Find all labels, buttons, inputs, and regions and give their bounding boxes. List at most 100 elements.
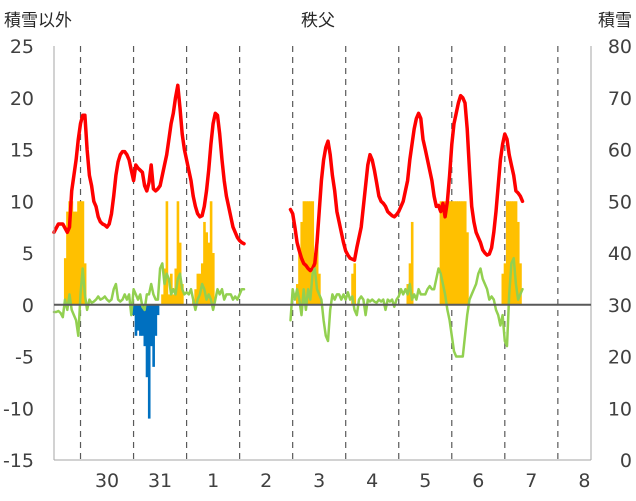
x-day-label: 6 (472, 470, 484, 492)
snowfall-bar (194, 289, 197, 305)
y-right-tick-label: 50 (608, 191, 632, 213)
snowfall-bar (318, 273, 321, 305)
x-day-label: 31 (148, 470, 172, 492)
snowfall-bar (353, 263, 357, 305)
snowfall-bar (207, 242, 211, 305)
snowfall-bar (68, 201, 71, 305)
snowfall_negative-bar (141, 304, 144, 336)
bars-layer (63, 201, 522, 419)
snowfall-bar (315, 242, 319, 305)
y-right-tick-label: 60 (608, 140, 632, 162)
snowfall_negative-bar (139, 304, 142, 336)
snowfall-bar (410, 221, 414, 305)
snowfall-bar (161, 294, 164, 305)
snowfall_negative-bar (134, 304, 138, 336)
x-day-label: 7 (525, 470, 537, 492)
snowfall-bar (196, 273, 200, 305)
y-right-tick-label: 80 (608, 36, 632, 58)
snowfall-bar (519, 263, 522, 305)
snowfall_negative-bar (147, 304, 151, 419)
y-right-tick-label: 40 (608, 243, 632, 265)
snowfall-bar (463, 201, 467, 305)
snowfall-bar (205, 232, 208, 305)
y-left-tick-label: 0 (22, 295, 34, 317)
snowfall-bar (167, 294, 171, 305)
snowfall-bar (79, 201, 83, 305)
snowfall-bar (439, 201, 443, 305)
snowfall_negative-bar (132, 304, 136, 316)
x-day-label: 30 (95, 470, 119, 492)
other-line (289, 256, 524, 358)
snowfall-bar (163, 268, 166, 305)
y-right-tick-label: 70 (608, 88, 632, 110)
snowfall-bar (66, 211, 69, 305)
y-right-tick-label: 20 (608, 347, 632, 369)
snowfall_negative-bar (143, 304, 147, 347)
y-right-tick-label: 30 (608, 295, 632, 317)
snowfall-bar (501, 273, 505, 305)
snowfall-bar (466, 232, 469, 305)
snowfall-bar (70, 201, 74, 305)
snowfall_negative-bar (154, 304, 158, 336)
snowfall-bar (63, 258, 67, 305)
temperature-line (288, 93, 525, 273)
snowfall-bar (181, 284, 184, 305)
snowfall-bar (459, 201, 463, 305)
snowfall-bar (457, 201, 460, 305)
x-day-label: 8 (578, 470, 590, 492)
snowfall-bar (505, 201, 509, 305)
y-right-tick-label: 10 (608, 398, 632, 420)
y-left-tick-label: 15 (10, 140, 34, 162)
temperature-line (52, 83, 246, 246)
y-left-tick-label: 10 (10, 191, 34, 213)
other-line (52, 262, 246, 338)
x-day-label: 1 (207, 470, 219, 492)
snowfall-bar (209, 201, 213, 305)
x-day-label: 4 (366, 470, 378, 492)
snowfall-bar (212, 253, 215, 305)
y-left-tick-label: -15 (3, 450, 34, 472)
snowfall-bar (72, 211, 76, 305)
snowfall-bar (516, 221, 520, 305)
snowfall-bar (508, 201, 511, 305)
snowfall-bar (77, 201, 80, 305)
snowfall_negative-bar (156, 304, 160, 316)
snowfall-bar (446, 201, 449, 305)
y-left-tick-label: 5 (22, 243, 34, 265)
snowfall-bar (304, 201, 308, 305)
snowfall-bar (298, 253, 301, 305)
y-left-tick-label: 25 (10, 36, 34, 58)
snowfall-bar (307, 201, 310, 305)
x-day-label: 2 (260, 470, 272, 492)
snowfall-bar (176, 201, 180, 305)
y-left-tick-label: 20 (10, 88, 34, 110)
snowfall-bar (165, 201, 169, 305)
snowfall-bar (461, 201, 465, 305)
x-day-label: 3 (313, 470, 325, 492)
snowfall-bar (81, 201, 85, 305)
snowfall_negative-bar (150, 304, 153, 347)
snowfall-bar (441, 201, 445, 305)
y-left-tick-label: -10 (3, 398, 34, 420)
snowfall-bar (203, 221, 206, 305)
snowfall_negative-bar (136, 304, 140, 331)
snowfall-bar (448, 201, 452, 305)
snowfall-bar (503, 263, 507, 305)
y-right-tick-label: 0 (620, 450, 632, 472)
snowfall-bar (351, 273, 354, 305)
snowfall-bar (74, 211, 78, 305)
snowfall-bar (450, 201, 454, 305)
x-day-label: 5 (419, 470, 431, 492)
snowfall-bar (302, 201, 306, 305)
snowfall_negative-bar (145, 304, 149, 378)
right-axis-label: 積雪 (598, 11, 632, 31)
y-left-tick-label: -5 (15, 347, 34, 369)
snowfall-bar (455, 201, 458, 305)
snowfall_negative-bar (152, 304, 155, 367)
snowfall-bar (444, 201, 447, 305)
snowfall-bar (172, 294, 175, 305)
snowfall-bar (300, 221, 304, 305)
snowfall-bar (514, 201, 518, 305)
